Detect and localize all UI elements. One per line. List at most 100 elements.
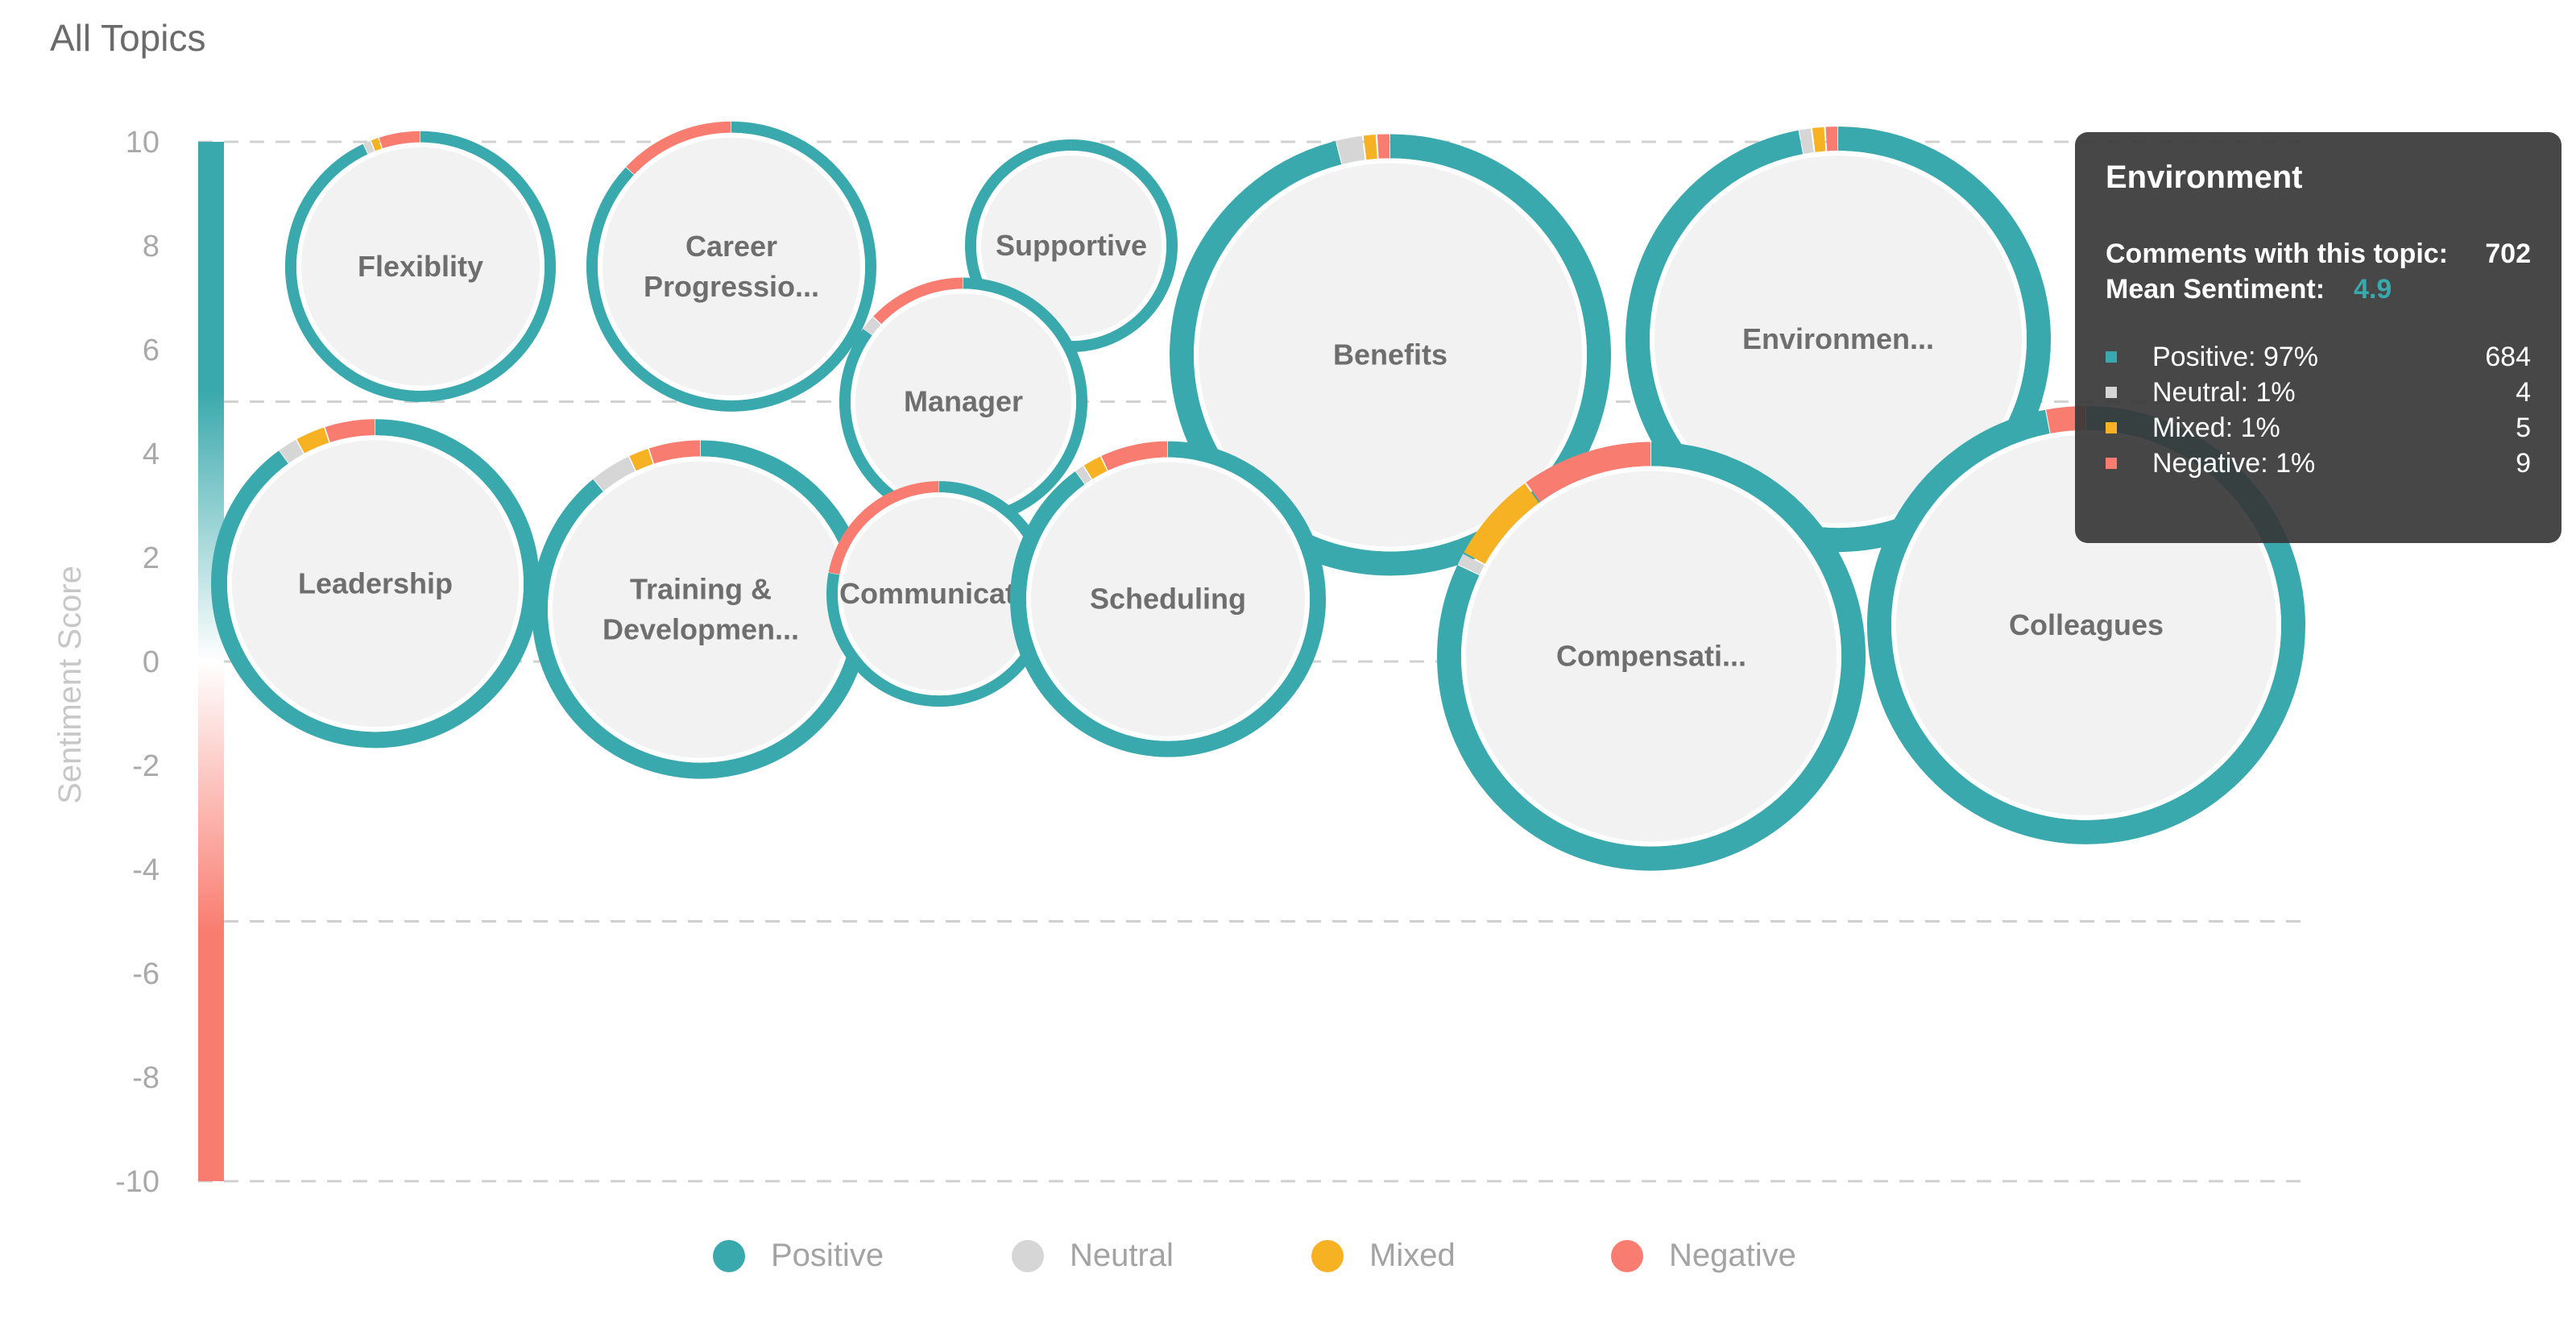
bubble-label: Colleagues xyxy=(2009,608,2164,641)
chart-legend: Positive Neutral Mixed Negative xyxy=(0,1238,2576,1283)
ring-segment-neutral xyxy=(279,439,304,464)
bubble-leadership[interactable]: Leadership xyxy=(211,419,540,749)
bubble-body xyxy=(301,147,540,386)
topic-tooltip: Environment Comments with this topic: 70… xyxy=(2075,132,2562,543)
positive-square-icon xyxy=(2106,351,2117,363)
tooltip-comments-row: Comments with this topic: 702 xyxy=(2106,236,2531,272)
bubble-label: Career Progressio... xyxy=(644,230,819,303)
ring-segment-mixed xyxy=(1083,456,1108,479)
y-tick-label: -8 xyxy=(132,1061,159,1095)
bubble-body xyxy=(855,293,1071,510)
tooltip-row-label: Negative: 1% xyxy=(2152,448,2316,479)
ring-segment-positive xyxy=(1170,134,1611,576)
bubble-body xyxy=(1466,471,1837,842)
tooltip-row-neutral: Neutral: 1% 4 xyxy=(2106,375,2531,410)
bubble-label: Supportive xyxy=(996,229,1147,262)
y-tick-label: -4 xyxy=(132,853,159,887)
bubble-compensati[interactable]: Compensati... xyxy=(1437,442,1866,871)
legend-label: Positive xyxy=(771,1238,884,1273)
y-tick-label: -10 xyxy=(115,1165,159,1199)
y-tick-label: 0 xyxy=(143,645,159,679)
ring-segment-neutral xyxy=(1799,128,1814,155)
ring-segment-negative xyxy=(325,419,375,443)
legend-item-neutral[interactable]: Neutral xyxy=(1012,1238,1174,1274)
bubble-label: Environmen... xyxy=(1742,322,1934,355)
bubble-body xyxy=(553,461,849,758)
bubble-label: Compensati... xyxy=(1556,640,1746,673)
bubble-scheduling[interactable]: Scheduling xyxy=(1010,441,1326,757)
ring-segment-negative xyxy=(828,481,939,575)
bubble-manager[interactable]: Manager xyxy=(839,277,1087,526)
ring-segment-neutral xyxy=(363,140,375,155)
tooltip-row-count: 4 xyxy=(2516,377,2531,408)
bubble-training-developmen[interactable]: Training & Developmen... xyxy=(532,440,870,779)
ring-segment-negative xyxy=(873,277,963,325)
negative-square-icon xyxy=(2106,458,2117,469)
bubble-body xyxy=(232,440,519,728)
ring-segment-mixed xyxy=(1464,483,1539,565)
y-axis-label: Sentiment Score xyxy=(52,566,88,804)
mixed-dot-icon xyxy=(1311,1239,1344,1272)
tooltip-mean-value: 4.9 xyxy=(2354,274,2392,305)
ring-segment-mixed xyxy=(371,138,382,151)
tooltip-row-label: Neutral: 1% xyxy=(2152,377,2296,408)
legend-label: Mixed xyxy=(1369,1238,1456,1273)
ring-segment-positive xyxy=(839,277,1087,526)
page-title: All Topics xyxy=(50,17,206,59)
bubble-label: Manager xyxy=(904,385,1023,418)
ring-segment-neutral xyxy=(863,317,881,335)
ring-segment-mixed xyxy=(296,427,329,454)
bubble-environmen[interactable]: Environmen... xyxy=(1626,126,2051,553)
ring-segment-negative xyxy=(1101,441,1168,471)
y-tick-label: 2 xyxy=(143,541,159,575)
tooltip-row-label: Positive: 97% xyxy=(2152,342,2318,372)
y-tick-label: 6 xyxy=(143,334,159,367)
bubble-body xyxy=(981,156,1162,336)
y-tick-label: -2 xyxy=(132,749,159,783)
y-tick-label: 10 xyxy=(126,126,159,160)
bubble-label: Leadership xyxy=(298,566,453,599)
bubble-flexiblity[interactable]: Flexiblity xyxy=(285,131,556,402)
bubble-career-progressio[interactable]: Career Progressio... xyxy=(586,121,876,412)
tooltip-comments-label: Comments with this topic: xyxy=(2106,238,2448,269)
ring-segment-positive xyxy=(826,481,1052,707)
ring-segment-positive xyxy=(1010,441,1326,757)
negative-dot-icon xyxy=(1611,1239,1643,1272)
legend-label: Negative xyxy=(1669,1238,1796,1273)
tooltip-mean-label: Mean Sentiment: xyxy=(2106,274,2325,305)
bubble-body xyxy=(1199,163,1582,547)
bubble-body xyxy=(603,137,860,396)
ring-segment-negative xyxy=(379,131,420,149)
ring-segment-mixed xyxy=(1812,126,1826,152)
bubble-communicat[interactable]: Communicat... xyxy=(826,481,1052,707)
bubble-benefits[interactable]: Benefits xyxy=(1170,134,1611,576)
legend-item-positive[interactable]: Positive xyxy=(713,1238,884,1274)
mixed-square-icon xyxy=(2106,422,2117,433)
ring-segment-neutral xyxy=(1075,466,1092,484)
bubble-label: Training & Developmen... xyxy=(603,573,799,646)
y-tick-label: 8 xyxy=(143,230,159,263)
bubble-body xyxy=(1031,462,1305,736)
ring-segment-positive xyxy=(1626,126,2051,553)
neutral-dot-icon xyxy=(1012,1239,1044,1272)
neutral-square-icon xyxy=(2106,387,2117,398)
ring-segment-negative xyxy=(1526,442,1651,503)
tooltip-row-mixed: Mixed: 1% 5 xyxy=(2106,410,2531,446)
ring-segment-positive xyxy=(586,121,876,412)
tooltip-row-count: 5 xyxy=(2516,413,2531,443)
ring-segment-neutral xyxy=(1457,554,1485,575)
y-tick-label: 4 xyxy=(143,438,159,471)
legend-item-negative[interactable]: Negative xyxy=(1611,1238,1796,1274)
legend-item-mixed[interactable]: Mixed xyxy=(1311,1238,1456,1274)
tooltip-row-count: 684 xyxy=(2485,342,2531,372)
ring-segment-negative xyxy=(626,121,731,175)
bubble-body xyxy=(1655,156,2022,524)
tooltip-row-count: 9 xyxy=(2516,448,2531,479)
ring-segment-positive xyxy=(532,440,870,779)
bubble-label: Flexiblity xyxy=(358,250,483,283)
ring-segment-neutral xyxy=(1336,135,1365,164)
positive-dot-icon xyxy=(713,1239,745,1272)
tooltip-row-negative: Negative: 1% 9 xyxy=(2106,446,2531,481)
bubble-label: Scheduling xyxy=(1090,583,1246,616)
tooltip-comments-value: 702 xyxy=(2485,238,2531,269)
